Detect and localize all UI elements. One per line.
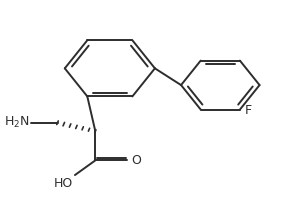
Text: H$_2$N: H$_2$N [4, 115, 30, 130]
Text: O: O [131, 154, 141, 167]
Text: HO: HO [53, 177, 73, 190]
Text: F: F [244, 104, 252, 117]
